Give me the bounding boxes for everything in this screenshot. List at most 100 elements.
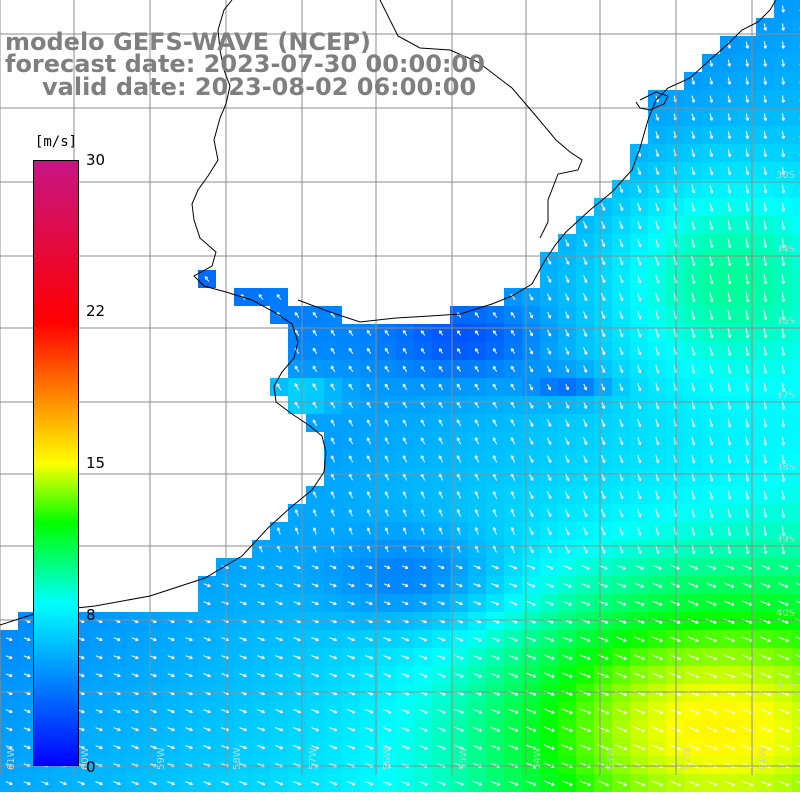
wind-arrow (763, 328, 768, 338)
wind-arrow (294, 365, 300, 373)
wind-arrow (763, 292, 768, 303)
wind-arrow (402, 383, 408, 391)
wind-arrow (781, 77, 786, 85)
wind-arrow (637, 328, 642, 338)
colorbar-gradient (34, 161, 78, 765)
wind-cell (792, 36, 800, 54)
wind-arrow (528, 419, 534, 427)
wind-arrow (763, 310, 768, 321)
wind-arrow (474, 312, 480, 318)
wind-arrow (745, 382, 750, 392)
wind-arrow (565, 329, 570, 337)
wind-arrow (763, 149, 768, 158)
wind-arrow (745, 346, 750, 356)
wind-arrow (529, 383, 534, 391)
wind-arrow (565, 293, 570, 301)
wind-arrow (727, 77, 732, 85)
wind-arrow (709, 149, 714, 158)
wind-arrow (583, 275, 588, 283)
wind-arrow (619, 292, 624, 302)
wind-arrow (583, 383, 588, 391)
wind-arrow (510, 419, 516, 427)
wind-arrow (276, 294, 282, 300)
wind-arrow (781, 202, 786, 212)
wind-arrow (691, 418, 696, 428)
wind-arrow (204, 276, 210, 282)
wind-arrow (510, 383, 516, 391)
wind-cell (792, 18, 800, 36)
wind-arrow (691, 113, 696, 121)
wind-arrow (745, 220, 750, 230)
wind-arrow (763, 346, 768, 356)
wind-arrow (709, 166, 714, 176)
wind-arrow (727, 131, 732, 140)
wind-arrow (402, 419, 408, 427)
wind-arrow (583, 347, 588, 355)
wind-cell (792, 558, 800, 576)
wind-arrow (474, 330, 480, 336)
wind-arrow (601, 365, 606, 373)
wind-arrow (727, 418, 732, 428)
wind-arrow (547, 293, 552, 301)
wind-arrow (258, 294, 264, 300)
wind-arrow (709, 113, 714, 121)
wind-arrow (691, 256, 696, 266)
wind-arrow (601, 221, 606, 229)
wind-arrow (727, 274, 732, 285)
wind-arrow (691, 382, 696, 392)
wind-arrow (565, 365, 570, 373)
wind-arrow (474, 419, 480, 427)
wind-cell (792, 54, 800, 72)
wind-arrow (547, 311, 552, 319)
wind-arrow (637, 203, 642, 212)
wind-arrow (709, 220, 714, 230)
wind-cell (792, 162, 800, 180)
wind-arrow (294, 383, 300, 391)
wind-arrow (655, 328, 660, 338)
wind-arrow (619, 437, 624, 446)
wind-arrow (763, 382, 768, 392)
wind-arrow (709, 59, 714, 67)
wind-arrow (330, 365, 336, 373)
wind-arrow (366, 383, 372, 391)
wind-arrow (546, 257, 552, 265)
wind-arrow (402, 437, 408, 445)
wind-arrow (745, 310, 750, 321)
wind-arrow (745, 131, 750, 140)
wind-arrow (438, 383, 444, 391)
wind-arrow (727, 382, 732, 392)
wind-arrow (745, 166, 750, 176)
wind-arrow (330, 383, 336, 391)
lon-label: 53W (606, 747, 617, 770)
wind-arrow (456, 330, 462, 336)
wind-arrow (619, 203, 624, 212)
wind-arrow (619, 455, 624, 464)
wind-arrow (763, 418, 768, 428)
wind-arrow (709, 364, 714, 374)
wind-arrow (547, 329, 552, 337)
wind-arrow (781, 346, 786, 356)
wind-arrow (763, 184, 768, 194)
wind-arrow (547, 365, 552, 373)
wind-arrow (456, 365, 462, 372)
wind-arrow (529, 311, 534, 319)
wind-arrow (781, 23, 786, 31)
wind-arrow (709, 328, 714, 338)
wind-arrow (781, 364, 786, 374)
wind-arrow (691, 346, 696, 356)
wind-arrow (510, 365, 516, 373)
wind-arrow (420, 330, 426, 336)
wind-arrow (745, 77, 750, 85)
wind-cell (792, 108, 800, 126)
wind-arrow (384, 419, 390, 427)
wind-arrow (601, 401, 606, 409)
wind-arrow (781, 5, 785, 13)
wind-arrow (619, 274, 624, 284)
wind-cell (792, 702, 800, 720)
wind-arrow (492, 348, 498, 354)
wind-arrow (763, 95, 768, 103)
wind-arrow (547, 383, 551, 391)
wind-arrow (510, 330, 516, 336)
wind-arrow (583, 239, 588, 247)
